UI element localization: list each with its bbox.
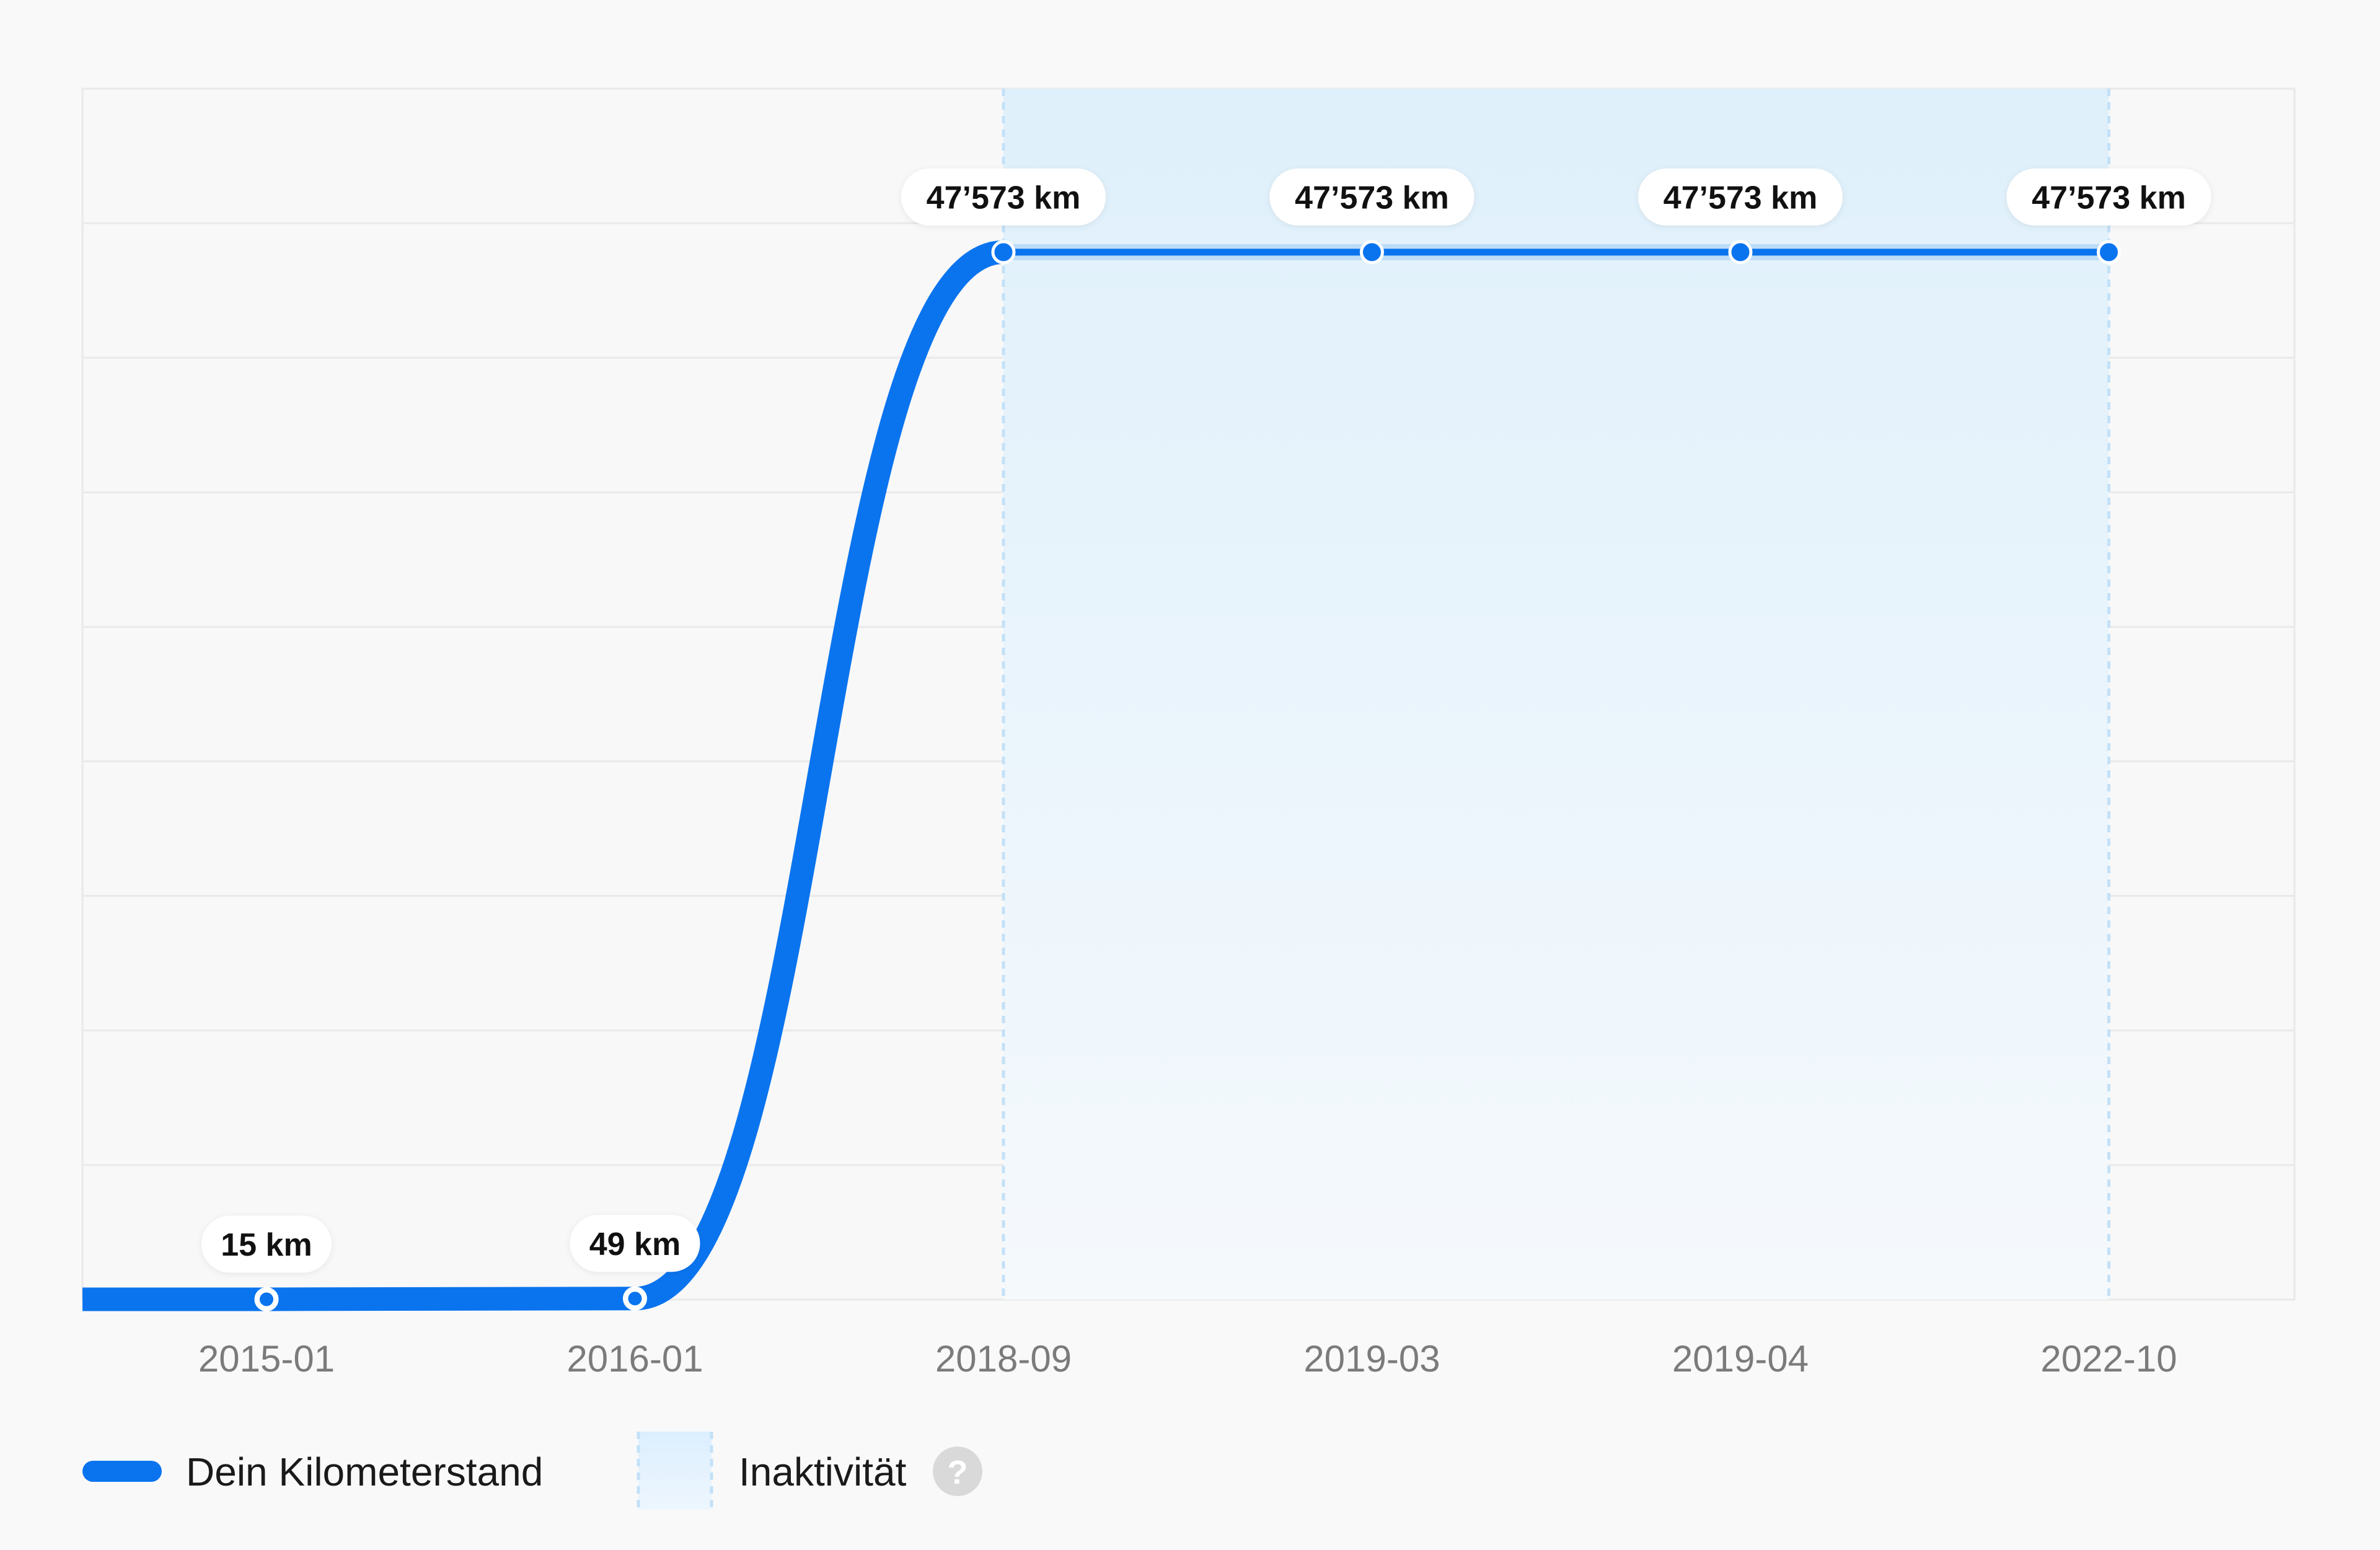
question-circle-icon[interactable]: ? [933,1447,982,1496]
x-tick-label: 2018-09 [935,1338,1072,1380]
data-point[interactable] [991,240,1016,265]
x-tick-label: 2016-01 [566,1338,703,1380]
data-label-pill [570,1215,700,1272]
data-label: 47’573 km [927,180,1081,216]
data-label: 47’573 km [1295,180,1449,216]
help-icon-glyph: ? [948,1454,968,1491]
legend-line-swatch [82,1461,162,1482]
data-point-inner [625,1289,645,1308]
legend-area-swatch [638,1432,712,1510]
legend-label-inactivity: Inaktivität [739,1450,907,1494]
x-tick-label: 2019-04 [1672,1338,1809,1380]
x-tick-label: 2019-03 [1303,1338,1440,1380]
x-tick-label: 2022-10 [2040,1338,2177,1380]
inactivity-band [1003,89,2109,1300]
data-label-pill [2006,168,2211,226]
help-icon-bg [933,1447,982,1496]
data-label: 47’573 km [2032,180,2186,216]
data-label-pill [1638,168,1843,226]
data-point-inner [257,1290,276,1309]
data-label: 15 km [221,1227,312,1263]
data-label: 49 km [589,1226,681,1262]
data-point[interactable] [1360,240,1384,265]
data-label-pill [1269,168,1474,226]
data-point[interactable] [1728,240,1753,265]
legend-label-mileage: Dein Kilometerstand [186,1450,543,1494]
x-tick-label: 2015-01 [198,1338,335,1380]
data-label-pill [901,168,1106,226]
data-label: 47’573 km [1664,180,1818,216]
data-label-pill [201,1215,332,1273]
data-point[interactable] [2097,240,2121,265]
